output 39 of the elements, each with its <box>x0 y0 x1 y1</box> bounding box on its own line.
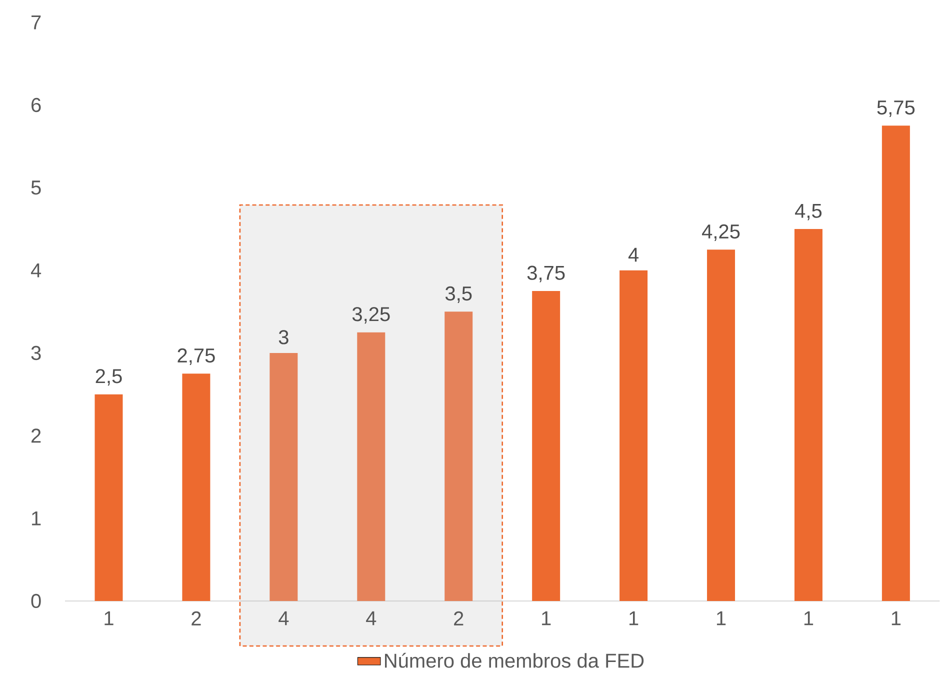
x-tick-label: 2 <box>454 611 464 626</box>
data-label: 3,5 <box>445 286 472 303</box>
y-tick-label: 5 <box>31 180 41 195</box>
y-tick-label: 4 <box>30 263 42 278</box>
legend-label: Número de membros da FED <box>385 652 644 668</box>
x-tick-label: 1 <box>892 611 901 626</box>
x-tick-label: 1 <box>716 611 726 626</box>
bar <box>620 270 648 601</box>
data-label: 5,75 <box>877 100 915 117</box>
x-tick-label: 1 <box>104 611 114 626</box>
data-label: 3 <box>278 330 288 344</box>
bar <box>707 250 736 601</box>
x-tick-label: 1 <box>630 611 638 626</box>
data-label: 4,5 <box>795 204 822 220</box>
y-tick-label: 1 <box>32 511 41 526</box>
x-tick-label: 2 <box>192 611 201 626</box>
y-tick-label: 7 <box>32 15 41 30</box>
data-label: 2,5 <box>96 369 122 386</box>
data-label: 2,75 <box>178 348 215 365</box>
bar <box>882 126 910 601</box>
x-tick-label: 1 <box>804 611 814 626</box>
y-tick-label: 3 <box>31 346 41 360</box>
data-label: 3,25 <box>352 307 390 324</box>
bar <box>182 374 210 601</box>
y-tick-label: 6 <box>32 98 41 112</box>
bar <box>270 352 298 601</box>
data-label: 4 <box>628 248 639 262</box>
data-label: 4,25 <box>702 224 740 241</box>
x-tick-label: 1 <box>542 611 551 626</box>
bar <box>794 228 822 601</box>
bar <box>532 290 560 601</box>
bar <box>357 332 386 601</box>
bar <box>94 394 123 601</box>
x-tick-label: 4 <box>278 611 289 626</box>
bar <box>444 312 473 601</box>
x-tick-label: 4 <box>366 611 376 626</box>
y-tick-label: 2 <box>32 428 41 443</box>
y-tick-label: 0 <box>31 594 41 608</box>
data-label: 3,75 <box>527 266 565 282</box>
